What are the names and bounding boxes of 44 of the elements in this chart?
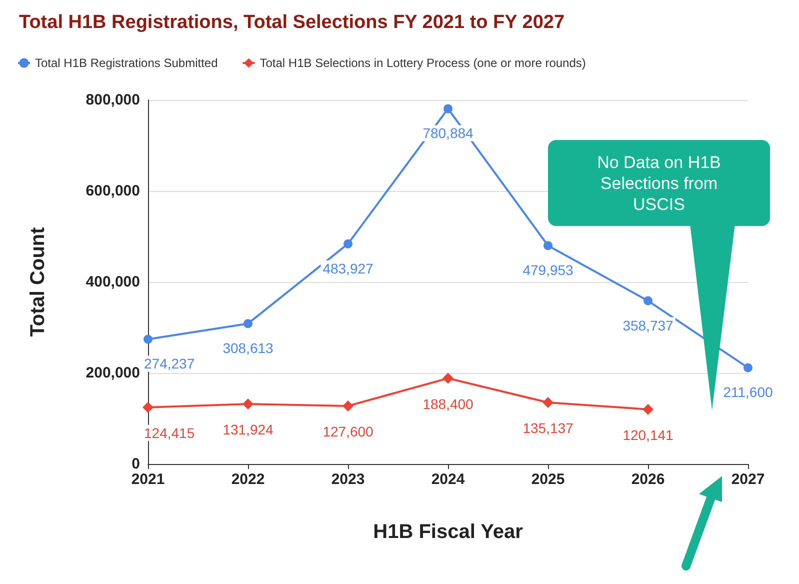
point	[242, 398, 254, 410]
x-tick-label: 2021	[131, 471, 165, 488]
data-label: 188,400	[422, 396, 474, 412]
legend-label: Total H1B Registrations Submitted	[35, 56, 218, 70]
data-label: 274,237	[144, 356, 195, 372]
data-label: 358,737	[622, 317, 674, 334]
data-label: 131,924	[222, 421, 274, 438]
y-tick-label: 0	[132, 456, 140, 472]
point	[542, 397, 554, 408]
y-tick-label: 800,000	[86, 92, 140, 108]
point	[342, 400, 354, 412]
data-label: 780,884	[422, 125, 474, 142]
point	[344, 239, 352, 248]
y-tick-label: 400,000	[86, 274, 140, 290]
x-tick-label: 2023	[331, 471, 365, 488]
legend-label: Total H1B Selections in Lottery Process (one or more rounds)	[260, 56, 586, 70]
x-tick-label: 2027	[731, 471, 765, 488]
data-label: 479,953	[522, 262, 574, 278]
point	[644, 296, 652, 306]
point	[144, 334, 152, 344]
point	[544, 241, 552, 250]
x-tick-label: 2026	[631, 471, 665, 488]
y-axis-title: Total Count	[27, 226, 49, 337]
point	[442, 372, 454, 384]
point	[142, 402, 154, 413]
x-tick-label: 2025	[531, 471, 565, 488]
data-label: 135,137	[522, 420, 574, 436]
y-tick-label: 200,000	[86, 364, 140, 382]
point	[744, 363, 752, 372]
x-tick-label: 2022	[231, 471, 265, 488]
data-label: 308,613	[222, 340, 274, 356]
x-axis-title: H1B Fiscal Year	[373, 521, 524, 543]
data-label: 483,927	[322, 260, 374, 276]
data-label: 120,141	[622, 426, 674, 443]
data-label: 211,600	[723, 384, 773, 400]
y-tick-label: 600,000	[86, 182, 140, 200]
chart-title: Total H1B Registrations, Total Selections FY 2021 to FY 2027	[19, 12, 565, 33]
point	[244, 319, 252, 328]
point	[444, 104, 452, 114]
x-tick-label: 2024	[431, 471, 466, 488]
data-label: 127,600	[322, 423, 374, 440]
point	[642, 404, 654, 415]
annotation: No Data on H1B Selections from USCIS	[548, 140, 770, 226]
data-label: 124,415	[144, 424, 195, 441]
